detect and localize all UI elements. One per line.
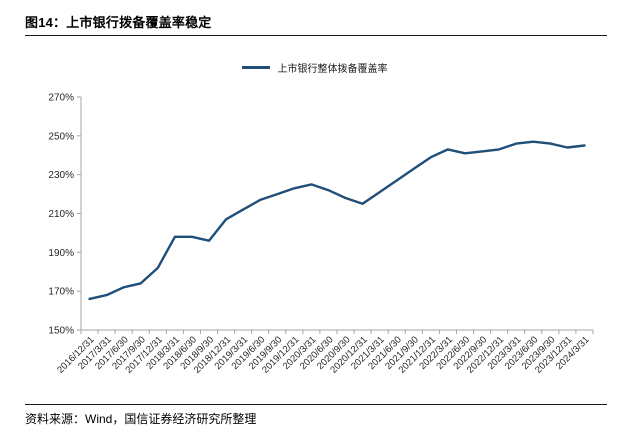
- title-divider: [25, 35, 607, 36]
- y-axis-label: 170%: [48, 287, 74, 298]
- legend-line-swatch: [241, 66, 270, 69]
- axis-lines: [80, 97, 593, 331]
- source-divider: [25, 404, 607, 405]
- y-axis-label: 210%: [48, 209, 74, 220]
- coverage-ratio-line: [88, 140, 586, 301]
- y-axis-label: 190%: [48, 248, 74, 259]
- y-axis-label: 150%: [48, 326, 74, 337]
- y-axis-label: 230%: [48, 170, 74, 181]
- legend-label: 上市银行整体拨备覆盖率: [277, 64, 388, 75]
- y-axis-label: 270%: [48, 93, 74, 104]
- figure-label: 图14：: [25, 15, 67, 30]
- figure-title: 图14：上市银行拨备覆盖率稳定: [25, 12, 211, 31]
- figure-title-text: 上市银行拨备覆盖率稳定: [66, 15, 212, 30]
- chart-legend: 上市银行整体拨备覆盖率: [0, 60, 629, 75]
- y-axis-label: 250%: [48, 131, 74, 142]
- source-text: 资料来源：Wind，国信证券经济研究所整理: [25, 412, 257, 426]
- provision-coverage-chart: 150%170%190%210%230%250%270%2016/12/3120…: [48, 93, 594, 376]
